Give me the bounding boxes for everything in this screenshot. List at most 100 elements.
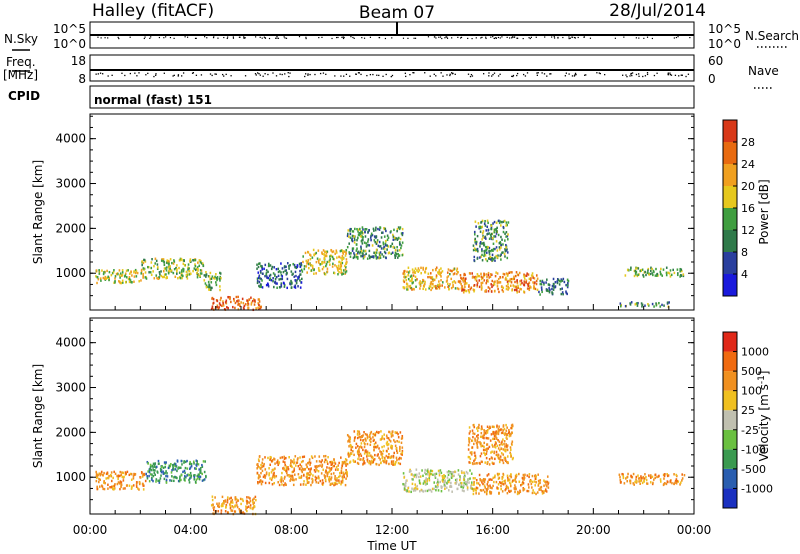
echo-cell bbox=[378, 245, 381, 248]
echo-cell bbox=[511, 440, 514, 443]
echo-cell bbox=[640, 302, 643, 305]
echo-cell bbox=[494, 259, 496, 262]
echo-cell bbox=[223, 308, 226, 311]
echo-cell bbox=[247, 301, 249, 305]
echo-cell bbox=[468, 437, 471, 440]
power-ylabel: Slant Range [km] bbox=[31, 160, 45, 264]
echo-cell bbox=[347, 451, 350, 455]
echo-cell bbox=[504, 445, 506, 448]
echo-cell bbox=[373, 442, 376, 446]
echo-cell bbox=[468, 456, 471, 459]
echo-cell bbox=[330, 476, 333, 479]
echo-cell bbox=[253, 501, 255, 504]
echo-cell bbox=[370, 232, 373, 235]
echo-cell bbox=[359, 232, 362, 235]
echo-cell bbox=[308, 460, 311, 464]
echo-cell bbox=[473, 459, 475, 463]
echo-cell bbox=[340, 256, 342, 260]
echo-cell bbox=[356, 238, 358, 242]
echo-cell bbox=[339, 249, 342, 253]
echo-cell bbox=[489, 492, 491, 495]
echo-cell bbox=[271, 476, 274, 480]
echo-cell bbox=[240, 301, 242, 304]
echo-cell bbox=[637, 474, 639, 477]
echo-cell bbox=[328, 260, 330, 264]
echo-cell bbox=[646, 482, 649, 485]
echo-cell bbox=[177, 276, 179, 280]
echo-cell bbox=[479, 484, 481, 487]
echo-cell bbox=[412, 271, 414, 274]
echo-cell bbox=[677, 480, 680, 483]
echo-cell bbox=[124, 471, 127, 474]
echo-cell bbox=[511, 271, 513, 274]
echo-cell bbox=[294, 455, 297, 458]
echo-cell bbox=[626, 475, 629, 479]
echo-cell bbox=[523, 283, 526, 287]
echo-cell bbox=[120, 473, 123, 477]
echo-cell bbox=[466, 472, 469, 475]
echo-cell bbox=[644, 473, 646, 476]
nave-dot bbox=[378, 74, 380, 77]
echo-cell bbox=[539, 481, 541, 485]
echo-cell bbox=[491, 253, 494, 257]
echo-cell bbox=[230, 300, 232, 304]
echo-cell bbox=[234, 496, 237, 499]
echo-cell bbox=[671, 481, 673, 485]
echo-cell bbox=[307, 462, 309, 465]
echo-cell bbox=[302, 468, 305, 471]
echo-cell bbox=[419, 284, 422, 288]
echo-cell bbox=[426, 478, 429, 481]
echo-cell bbox=[481, 460, 484, 464]
echo-cell bbox=[490, 491, 493, 494]
echo-cell bbox=[487, 485, 489, 488]
echo-cell bbox=[335, 465, 338, 469]
echo-cell bbox=[532, 281, 534, 284]
echo-cell bbox=[497, 254, 499, 257]
echo-cell bbox=[264, 263, 267, 267]
echo-cell bbox=[554, 281, 557, 284]
echo-cell bbox=[494, 432, 496, 435]
echo-cell bbox=[498, 281, 500, 284]
nave-dot bbox=[358, 72, 360, 74]
echo-cell bbox=[280, 282, 283, 285]
echo-cell bbox=[338, 479, 340, 482]
echo-cell bbox=[638, 480, 640, 483]
nave-dot bbox=[635, 73, 638, 76]
echo-cell bbox=[132, 477, 135, 480]
echo-cell bbox=[157, 479, 159, 482]
echo-cell bbox=[539, 282, 542, 286]
echo-cell bbox=[495, 453, 498, 457]
echo-cell bbox=[547, 486, 550, 489]
echo-cell bbox=[324, 471, 327, 474]
echo-cell bbox=[341, 463, 344, 466]
echo-cell bbox=[164, 465, 167, 469]
echo-cell bbox=[425, 472, 427, 476]
echo-cell bbox=[283, 283, 286, 287]
echo-cell bbox=[483, 236, 486, 239]
echo-cell bbox=[338, 255, 340, 259]
echo-cell bbox=[410, 287, 413, 290]
echo-cell bbox=[172, 271, 175, 275]
echo-cell bbox=[403, 275, 405, 279]
echo-cell bbox=[309, 257, 312, 261]
echo-cell bbox=[505, 487, 507, 491]
echo-cell bbox=[318, 261, 320, 264]
echo-cell bbox=[345, 477, 347, 480]
nave-dot bbox=[214, 73, 216, 75]
nave-dot bbox=[173, 74, 175, 76]
echo-cell bbox=[408, 270, 411, 273]
echo-cell bbox=[341, 479, 344, 483]
echo-cell bbox=[197, 261, 199, 264]
nave-dot bbox=[646, 73, 649, 76]
nave-dot bbox=[630, 73, 632, 75]
echo-cell bbox=[139, 481, 141, 484]
echo-cell bbox=[147, 470, 149, 473]
echo-cell bbox=[672, 268, 674, 272]
echo-cell bbox=[519, 280, 521, 283]
echo-cell bbox=[470, 451, 473, 454]
echo-cell bbox=[326, 250, 329, 253]
echo-cell bbox=[510, 426, 512, 430]
noise-dot bbox=[173, 37, 175, 39]
echo-cell bbox=[260, 264, 262, 268]
noise-dot bbox=[573, 36, 576, 39]
